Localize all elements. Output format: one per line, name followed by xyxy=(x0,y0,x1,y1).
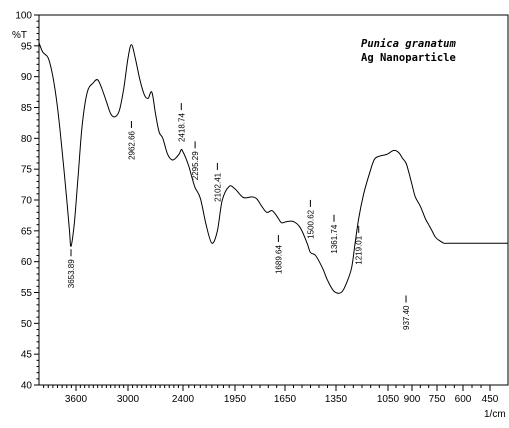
peak-label: 2418.74 xyxy=(177,113,186,142)
peak-label: 1361.74 xyxy=(330,224,339,253)
series-line xyxy=(38,42,508,294)
peak-label: 3653.89 xyxy=(67,259,76,288)
peak-label: 2962.66 xyxy=(127,130,136,159)
peak-label: 2295.29 xyxy=(191,151,200,180)
x-tick-label: 2400 xyxy=(172,394,195,405)
y-tick-label: 45 xyxy=(21,350,33,361)
x-tick-label: 1350 xyxy=(325,394,348,405)
y-tick-label: 90 xyxy=(21,72,33,83)
x-tick-label: 3600 xyxy=(65,394,88,405)
y-tick-label: 100 xyxy=(15,11,32,22)
peak-label: 1500.62 xyxy=(306,209,315,238)
peak-annotations: 3653.89 2962.66 2418.74 2295.29 2102.41 1689.… xyxy=(67,103,411,330)
peak-label: 937.40 xyxy=(402,305,411,330)
x-tick-label: 1650 xyxy=(274,394,297,405)
plot-frame xyxy=(38,14,509,386)
y-tick-label: 40 xyxy=(21,381,33,392)
y-tick-label: 70 xyxy=(21,196,33,207)
y-tick-label: 55 xyxy=(21,288,33,299)
x-tick-label: 1050 xyxy=(377,394,400,405)
x-axis: 3600 3000 2400 1950 1650 1350 1050 900 750 600 450 xyxy=(43,385,499,405)
x-tick-label: 750 xyxy=(429,394,446,405)
peak-label: 2102.41 xyxy=(213,172,222,201)
y-tick-label: 95 xyxy=(21,41,33,52)
x-axis-unit-label: 1/cm xyxy=(484,409,506,420)
y-tick-label: 50 xyxy=(21,319,33,330)
x-tick-label: 600 xyxy=(455,394,472,405)
peak-label: 1219.01 xyxy=(355,235,364,264)
legend-species: Punica granatum xyxy=(361,38,457,50)
y-tick-label: 65 xyxy=(21,226,33,237)
legend-sample: Ag Nanoparticle xyxy=(361,52,456,64)
y-tick-label: 60 xyxy=(21,257,33,268)
x-tick-label: 3000 xyxy=(117,394,140,405)
x-tick-label: 900 xyxy=(404,394,421,405)
peak-label: 1689.64 xyxy=(274,245,283,274)
y-tick-label: 75 xyxy=(21,165,33,176)
y-axis-unit-label: %T xyxy=(12,30,27,41)
y-axis: 40 45 50 55 60 65 70 75 80 85 90 95 100 xyxy=(15,11,39,392)
y-tick-label: 80 xyxy=(21,134,33,145)
y-tick-label: 85 xyxy=(21,103,33,114)
x-tick-label: 1950 xyxy=(224,394,247,405)
x-tick-label: 450 xyxy=(482,394,499,405)
